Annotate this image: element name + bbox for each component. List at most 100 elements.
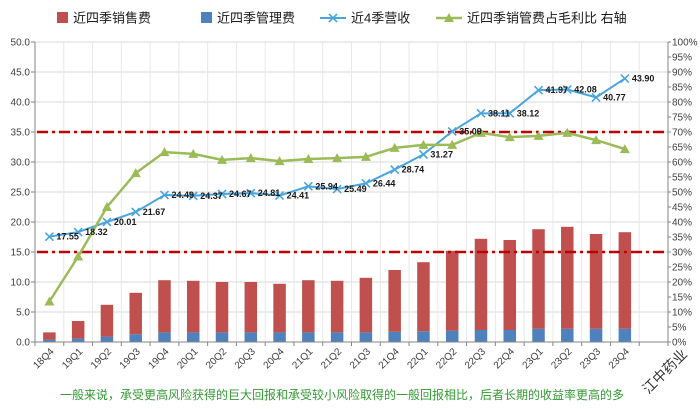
sales-expense-bar (561, 226, 574, 329)
expense-ratio-point-marker (274, 156, 285, 166)
revenue-data-label: 38.11 (488, 108, 510, 118)
sales-expense-bar (589, 234, 603, 329)
revenue-data-label: 38.12 (517, 108, 540, 118)
revenue-point-marker (505, 108, 515, 118)
admin-expense-bar (129, 334, 142, 342)
revenue-data-label: 40.77 (603, 92, 626, 102)
revenue-data-label: 43.90 (632, 74, 655, 84)
right-y-tick-label: 10% (672, 308, 692, 319)
expense-ratio-series (44, 127, 630, 306)
expense-ratio-point-marker (504, 132, 515, 142)
right-y-tick-label: 5% (672, 323, 687, 334)
expense-ratio-point-marker (418, 139, 429, 149)
sales-expense-bar (215, 282, 229, 333)
legend-triangle-marker-icon (444, 13, 454, 22)
expense-ratio-point-marker (245, 153, 256, 163)
left-y-tick-label: 5.0 (16, 308, 30, 319)
right-y-tick-label: 70% (672, 128, 692, 139)
admin-expense-bar (302, 332, 315, 342)
revenue-data-label: 20.01 (114, 217, 137, 227)
revenue-point-marker (217, 189, 227, 199)
revenue-data-label: 28.74 (402, 165, 425, 175)
admin-expense-bar (187, 332, 200, 342)
sales-expense-bar (129, 292, 142, 335)
revenue-point-marker (591, 92, 601, 102)
left-y-tick-label: 20.0 (11, 218, 31, 229)
expense-ratio-point-marker (130, 168, 141, 178)
footer-note: 一般来说，承受更高风险获得的巨大回报和承受较小风险取得的一般回报相比，后者长期的… (60, 387, 624, 402)
reference-lines (37, 130, 668, 254)
right-y-tick-label: 55% (672, 173, 692, 184)
admin-expense-bar (215, 332, 229, 342)
revenue-data-label: 17.55 (56, 232, 79, 242)
revenue-point-marker (361, 178, 371, 188)
sales-expense-bar (474, 238, 488, 330)
admin-expense-bar (561, 328, 574, 342)
sales-expense-bar (359, 277, 373, 333)
sales-expense-bar (71, 321, 85, 339)
revenue-point-marker (73, 227, 83, 237)
revenue-point-marker (418, 149, 428, 159)
revenue-point-marker (44, 232, 54, 242)
right-y-tick-label: 85% (672, 83, 692, 94)
expense-ratio-point-marker (332, 153, 343, 163)
sales-expense-bar (417, 262, 430, 332)
revenue-data-label: 18.32 (85, 227, 108, 237)
left-y-tick-label: 10.0 (11, 278, 31, 289)
left-y-tick-label: 25.0 (11, 188, 31, 199)
revenue-point-marker (390, 164, 400, 175)
revenue-data-label: 24.41 (287, 191, 310, 201)
sales-expense-bar (618, 232, 632, 329)
expense-ratio-point-marker (389, 142, 400, 152)
right-y-tick-label: 25% (672, 263, 692, 274)
left-y-tick-label: 15.0 (11, 248, 31, 259)
sales-expense-bar (445, 250, 459, 331)
revenue-point-marker (533, 85, 544, 95)
sales-expense-bar (330, 280, 344, 333)
right-y-tick-label: 20% (672, 278, 692, 289)
sales-expense-bar (43, 332, 56, 340)
sales-expense-bar (302, 280, 315, 333)
revenue-data-label: 21.67 (143, 207, 166, 217)
revenue-point-marker (275, 190, 285, 201)
right-y-tick-label: 45% (672, 203, 692, 214)
expense-ratio-point-marker (360, 151, 371, 161)
revenue-data-label: 42.08 (574, 85, 597, 95)
legend-x-marker-icon (328, 13, 338, 23)
admin-expense-bar (100, 336, 114, 342)
right-y-tick-label: 75% (672, 113, 692, 124)
bars (43, 226, 632, 342)
legend-label-sales-expense: 近四季销售费 (73, 11, 151, 26)
expense-ratio-point-marker (303, 154, 314, 163)
admin-expense-bar (417, 331, 430, 342)
legend-item-revenue: 近4季营收 (320, 11, 410, 26)
legend: 近四季销售费 近四季管理费 近4季营收 近四季销管费占毛利比 右轴 (57, 11, 627, 26)
revenue-data-label: 25.49 (344, 184, 367, 194)
legend-label-expense-ratio: 近四季销管费占毛利比 右轴 (467, 11, 627, 26)
admin-expense-bar (244, 332, 258, 342)
revenue-point-marker (303, 181, 313, 191)
admin-expense-bar (474, 330, 488, 342)
legend-label-admin-expense: 近四季管理费 (217, 11, 295, 26)
right-y-tick-label: 90% (672, 68, 692, 79)
right-y-tick-label: 50% (672, 188, 692, 199)
revenue-data-label: 35.09 (459, 126, 482, 136)
legend-item-expense-ratio: 近四季销管费占毛利比 右轴 (436, 11, 627, 26)
revenue-data-label: 24.49 (171, 190, 194, 200)
admin-expense-bar (43, 339, 56, 342)
expense-ratio-point-marker (73, 251, 84, 261)
left-y-tick-label: 30.0 (11, 158, 31, 169)
left-y-tick-label: 35.0 (11, 128, 31, 139)
legend-swatch-admin-expense (201, 12, 212, 23)
right-y-tick-label: 35% (672, 233, 692, 244)
sales-expense-bar (100, 304, 114, 337)
right-y-tick-label: 60% (672, 158, 692, 169)
revenue-point-marker (332, 184, 342, 194)
right-y-tick-label: 95% (672, 53, 692, 64)
revenue-point-marker (159, 190, 170, 200)
revenue-series (44, 74, 630, 242)
right-y-tick-label: 30% (672, 248, 692, 259)
revenue-data-label: 31.27 (430, 149, 453, 159)
expense-ratio-point-marker (188, 148, 199, 158)
revenue-data-label: 41.97 (546, 85, 569, 95)
